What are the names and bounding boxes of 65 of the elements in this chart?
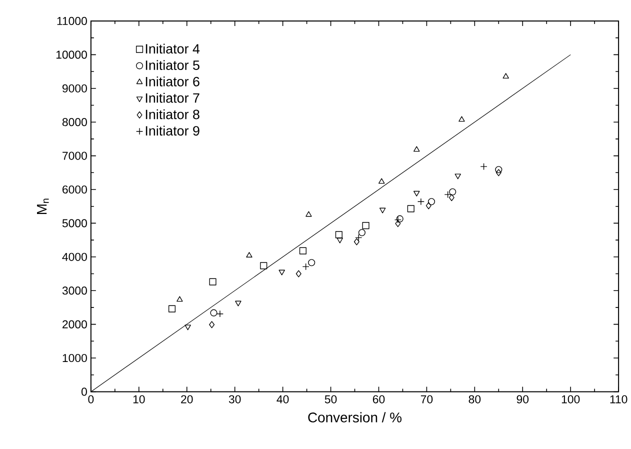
x-tick-label: 70 [420, 395, 433, 404]
point [449, 188, 456, 196]
point [379, 208, 386, 214]
point [235, 300, 242, 306]
x-tick-label: 40 [276, 395, 289, 404]
point [246, 252, 252, 258]
x-tick-label: 20 [181, 395, 193, 404]
y-tick-label: 6000 [62, 186, 87, 194]
legend-label: Initiator 7 [146, 93, 200, 103]
point [354, 238, 360, 246]
point [395, 220, 401, 228]
point [358, 229, 366, 236]
point [414, 191, 420, 197]
y-tick-label: 2000 [62, 320, 87, 329]
y-tick-label: 11000 [57, 17, 87, 26]
x-tick-label: 60 [372, 395, 385, 404]
y-tick-label: 8000 [62, 118, 87, 126]
point [448, 194, 454, 202]
x-tick-label: 110 [610, 395, 628, 404]
y-axis-title: M$_{n}$ [37, 198, 49, 214]
legend-label: Initiator 8 [146, 109, 200, 120]
y-tick-label: 10000 [56, 50, 87, 59]
point [296, 270, 302, 278]
point [495, 166, 502, 174]
legend-label: Initiator 4 [146, 44, 200, 54]
legend-label: Initiator 5 [146, 60, 200, 70]
y-tick-label: 3000 [62, 286, 87, 295]
point [184, 324, 191, 330]
point [454, 174, 461, 180]
x-tick-label: 100 [562, 395, 580, 404]
legend-label: Initiator 6 [146, 76, 200, 87]
point [168, 305, 176, 312]
legend-label: Initiator 9 [146, 126, 200, 136]
y-tick-label: 1000 [62, 354, 87, 362]
x-tick-label: 10 [133, 395, 145, 404]
y-tick-label: 0 [82, 388, 87, 396]
point [407, 205, 414, 212]
x-tick-label: 30 [228, 395, 241, 404]
point [209, 278, 216, 286]
point [458, 116, 465, 122]
point [176, 296, 183, 302]
x-tick-label: 50 [324, 395, 337, 404]
point [306, 211, 312, 217]
x-tick-label: 90 [516, 395, 529, 404]
point [426, 202, 432, 210]
y-tick-label: 4000 [62, 253, 87, 262]
point [414, 146, 420, 152]
point [496, 169, 502, 176]
point [502, 73, 509, 79]
point [299, 247, 306, 255]
point [308, 259, 316, 266]
y-tick-label: 7000 [62, 152, 87, 160]
point [278, 270, 285, 276]
y-tick-label: 9000 [62, 84, 87, 93]
y-tick-label: 5000 [62, 219, 87, 228]
point [260, 262, 268, 270]
point [378, 178, 385, 184]
point [209, 321, 215, 328]
x-axis-title: Conversion / % [308, 412, 402, 423]
x-tick-label: 0 [88, 395, 94, 404]
x-tick-label: 80 [468, 395, 481, 404]
point [362, 222, 370, 230]
point [335, 231, 342, 238]
point [336, 238, 343, 244]
point [428, 198, 436, 206]
